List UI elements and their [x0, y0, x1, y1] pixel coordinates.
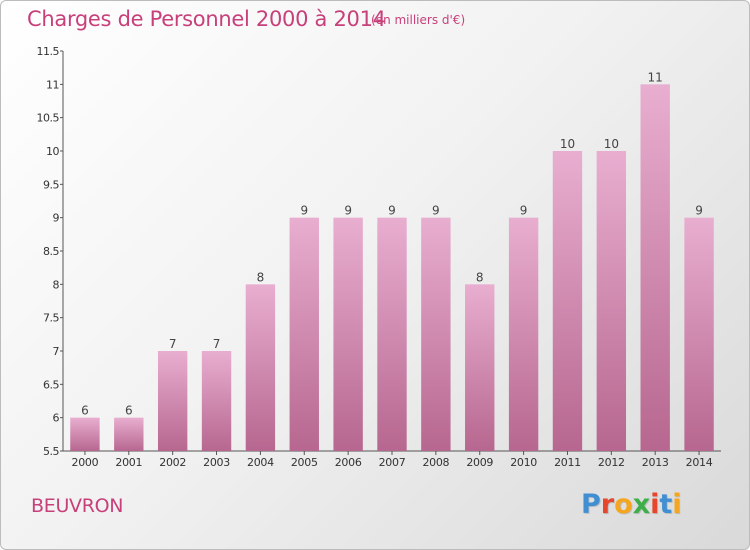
- bar: [421, 217, 451, 451]
- bar: [596, 151, 627, 451]
- x-tick-label: 2011: [554, 456, 581, 469]
- x-tick-label: 2014: [686, 456, 713, 469]
- data-label: 11: [648, 70, 663, 84]
- y-tick-label: 9.5: [43, 178, 59, 191]
- x-tick-label: 2004: [247, 456, 274, 469]
- x-tick-label: 2001: [115, 456, 142, 469]
- y-tick-label: 6.5: [43, 378, 59, 391]
- x-tick-label: 2013: [642, 456, 669, 469]
- x-tick-label: 2009: [466, 456, 493, 469]
- data-label: 6: [81, 404, 89, 418]
- logo-letter: i: [650, 489, 660, 520]
- data-label: 7: [213, 337, 221, 351]
- logo-letter: i: [672, 489, 682, 520]
- logo-letter: x: [632, 489, 651, 520]
- data-label: 9: [388, 204, 396, 218]
- x-tick-label: 2005: [291, 456, 318, 469]
- x-tick-label: 2008: [422, 456, 449, 469]
- x-tick-label: 2010: [510, 456, 537, 469]
- data-label: 7: [169, 337, 177, 351]
- x-tick-label: 2000: [72, 456, 99, 469]
- proxiti-logo[interactable]: Proxiti: [581, 489, 682, 520]
- y-tick-label: 5.5: [43, 445, 59, 458]
- x-tick-label: 2002: [159, 456, 186, 469]
- bar: [201, 351, 232, 451]
- y-tick-label: 7.5: [43, 312, 59, 325]
- bar: [289, 217, 319, 451]
- bar: [465, 284, 495, 451]
- data-label: 10: [604, 137, 619, 151]
- bar: [157, 351, 188, 451]
- data-label: 10: [560, 137, 575, 151]
- chart-subtitle: (en milliers d'€): [371, 13, 466, 27]
- y-tick-label: 11: [46, 78, 59, 91]
- bar: [114, 417, 144, 451]
- data-label: 9: [300, 204, 308, 218]
- chart-axes: 5.5 6 6.5 7 7.5 8 8.5 9 9.5 10 10.5 11 11.5 2000 2001 2…: [37, 45, 721, 469]
- y-tick-label: 11.5: [37, 45, 60, 58]
- y-tick-label: 8.5: [43, 245, 59, 258]
- bar: [333, 217, 363, 451]
- y-tick-label: 9: [53, 212, 60, 225]
- data-labels: 6 6 7 7 8 9 9 9 9 8 9 10 10 11 9: [81, 70, 703, 417]
- x-tick-label: 2003: [203, 456, 230, 469]
- data-label: 6: [125, 404, 133, 418]
- bar: [508, 217, 539, 451]
- data-label: 9: [432, 204, 440, 218]
- x-tick-label: 2007: [379, 456, 406, 469]
- x-tick-label: 2012: [598, 456, 625, 469]
- bar: [70, 417, 100, 451]
- logo-letter: P: [581, 489, 601, 520]
- y-tick-label: 7: [53, 345, 60, 358]
- commune-name: BEUVRON: [31, 495, 124, 517]
- data-label: 9: [695, 204, 703, 218]
- data-label: 8: [257, 270, 265, 284]
- data-label: 9: [520, 204, 528, 218]
- y-tick-label: 10: [46, 145, 59, 158]
- bar: [640, 84, 670, 451]
- x-tick-label: 2006: [335, 456, 362, 469]
- y-tick-label: 6: [53, 412, 60, 425]
- y-tick-label: 8: [53, 278, 60, 291]
- bar: [552, 151, 583, 451]
- logo-letter: r: [600, 489, 615, 520]
- bar-series: [70, 84, 714, 451]
- logo-letter: o: [614, 489, 633, 520]
- logo-letter: t: [659, 489, 673, 520]
- bar: [377, 217, 407, 451]
- bar: [245, 284, 276, 451]
- bar: [684, 217, 714, 451]
- data-label: 9: [344, 204, 352, 218]
- y-tick-label: 10.5: [37, 112, 60, 125]
- data-label: 8: [476, 270, 484, 284]
- chart-title: Charges de Personnel 2000 à 2014: [27, 7, 386, 31]
